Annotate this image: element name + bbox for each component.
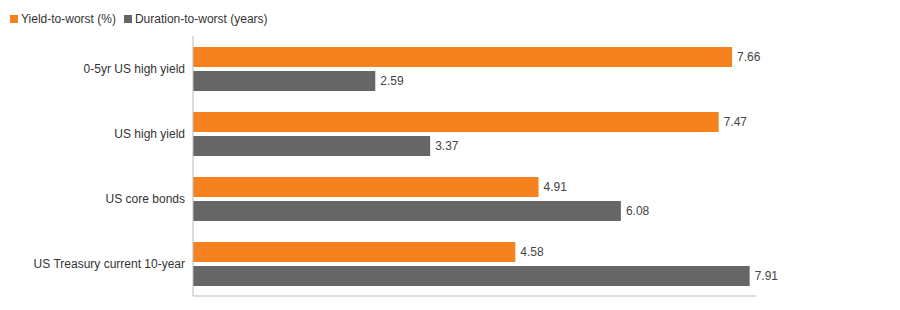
svg-text:7.66: 7.66 <box>737 50 761 64</box>
svg-text:3.37: 3.37 <box>435 139 459 153</box>
svg-text:US Treasury current 10-year: US Treasury current 10-year <box>34 257 185 271</box>
svg-text:0-5yr US high yield: 0-5yr US high yield <box>84 62 185 76</box>
html-text:Yield-to-worst (%): Yield-to-worst (%) <box>21 12 116 26</box>
svg-text:7.91: 7.91 <box>755 269 779 283</box>
svg-text:7.47: 7.47 <box>724 115 748 129</box>
html-text:Duration-to-worst (years): Duration-to-worst (years) <box>134 12 268 26</box>
svg-text:6.08: 6.08 <box>626 204 650 218</box>
svg-text:US high yield: US high yield <box>114 127 185 141</box>
svg-text:US core bonds: US core bonds <box>106 192 185 206</box>
svg-text:4.58: 4.58 <box>520 245 544 259</box>
svg-text:4.91: 4.91 <box>544 180 568 194</box>
svg-text:2.59: 2.59 <box>380 74 404 88</box>
